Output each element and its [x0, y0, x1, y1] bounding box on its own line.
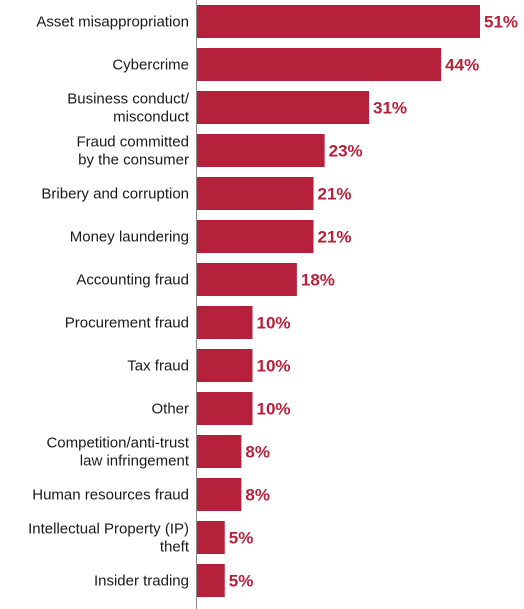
category-label: Tax fraud: [127, 358, 189, 375]
category-label: Fraud committed by the consumer: [76, 134, 189, 169]
value-label: 10%: [256, 400, 290, 419]
value-label: 31%: [373, 99, 407, 118]
category-label-line: Business conduct/: [67, 91, 190, 108]
bar: [197, 392, 253, 425]
bar: [197, 435, 242, 468]
category-label: Human resources fraud: [32, 487, 189, 504]
category-label-line: by the consumer: [78, 152, 189, 169]
category-label: Insider trading: [94, 573, 189, 590]
value-label: 8%: [245, 443, 270, 462]
category-label-line: Cybercrime: [112, 57, 189, 74]
bar: [197, 220, 314, 253]
value-label: 21%: [318, 228, 352, 247]
bar: [197, 349, 253, 382]
category-label-line: Bribery and corruption: [41, 186, 189, 203]
value-label: 21%: [318, 185, 352, 204]
value-label: 5%: [229, 529, 254, 548]
bar: [197, 478, 242, 511]
category-label-line: Human resources fraud: [32, 487, 189, 504]
category-label-line: Competition/anti-trust: [46, 435, 189, 452]
category-label: Cybercrime: [112, 57, 189, 74]
bar: [197, 306, 253, 339]
value-label: 10%: [256, 314, 290, 333]
value-label: 23%: [329, 142, 363, 161]
category-label-line: Fraud committed: [76, 134, 189, 151]
bar: [197, 263, 297, 296]
category-label-line: Insider trading: [94, 573, 189, 590]
value-label: 44%: [445, 56, 479, 75]
category-label-line: Money laundering: [70, 229, 189, 246]
value-label: 51%: [484, 13, 518, 32]
category-label-line: Asset misappropriation: [36, 14, 189, 31]
bar: [197, 564, 225, 597]
category-label: Intellectual Property (IP) theft: [28, 521, 190, 556]
value-label: 8%: [245, 486, 270, 505]
category-label-line: Procurement fraud: [65, 315, 189, 332]
bar: [197, 134, 325, 167]
bar: [197, 5, 480, 38]
category-label-line: misconduct: [113, 109, 190, 126]
category-label: Business conduct/misconduct: [67, 91, 190, 126]
category-label: Asset misappropriation: [36, 14, 189, 31]
category-label-line: Other: [151, 401, 189, 418]
category-label: Bribery and corruption: [41, 186, 189, 203]
category-label-line: Intellectual Property (IP): [28, 521, 189, 538]
category-label-line: Accounting fraud: [76, 272, 189, 289]
value-label: 18%: [301, 271, 335, 290]
value-label: 10%: [256, 357, 290, 376]
category-label-line: Tax fraud: [127, 358, 189, 375]
bar: [197, 91, 370, 124]
category-label-line: theft: [160, 539, 190, 556]
category-label: Procurement fraud: [65, 315, 189, 332]
bar: [197, 177, 314, 210]
value-label: 5%: [229, 572, 254, 591]
category-label: Other: [151, 401, 189, 418]
category-label-line: law infringement: [80, 453, 190, 470]
bar: [197, 521, 225, 554]
category-label: Money laundering: [70, 229, 189, 246]
bar: [197, 48, 442, 81]
category-label: Competition/anti-trust law infringement: [46, 435, 189, 470]
category-label: Accounting fraud: [76, 272, 189, 289]
